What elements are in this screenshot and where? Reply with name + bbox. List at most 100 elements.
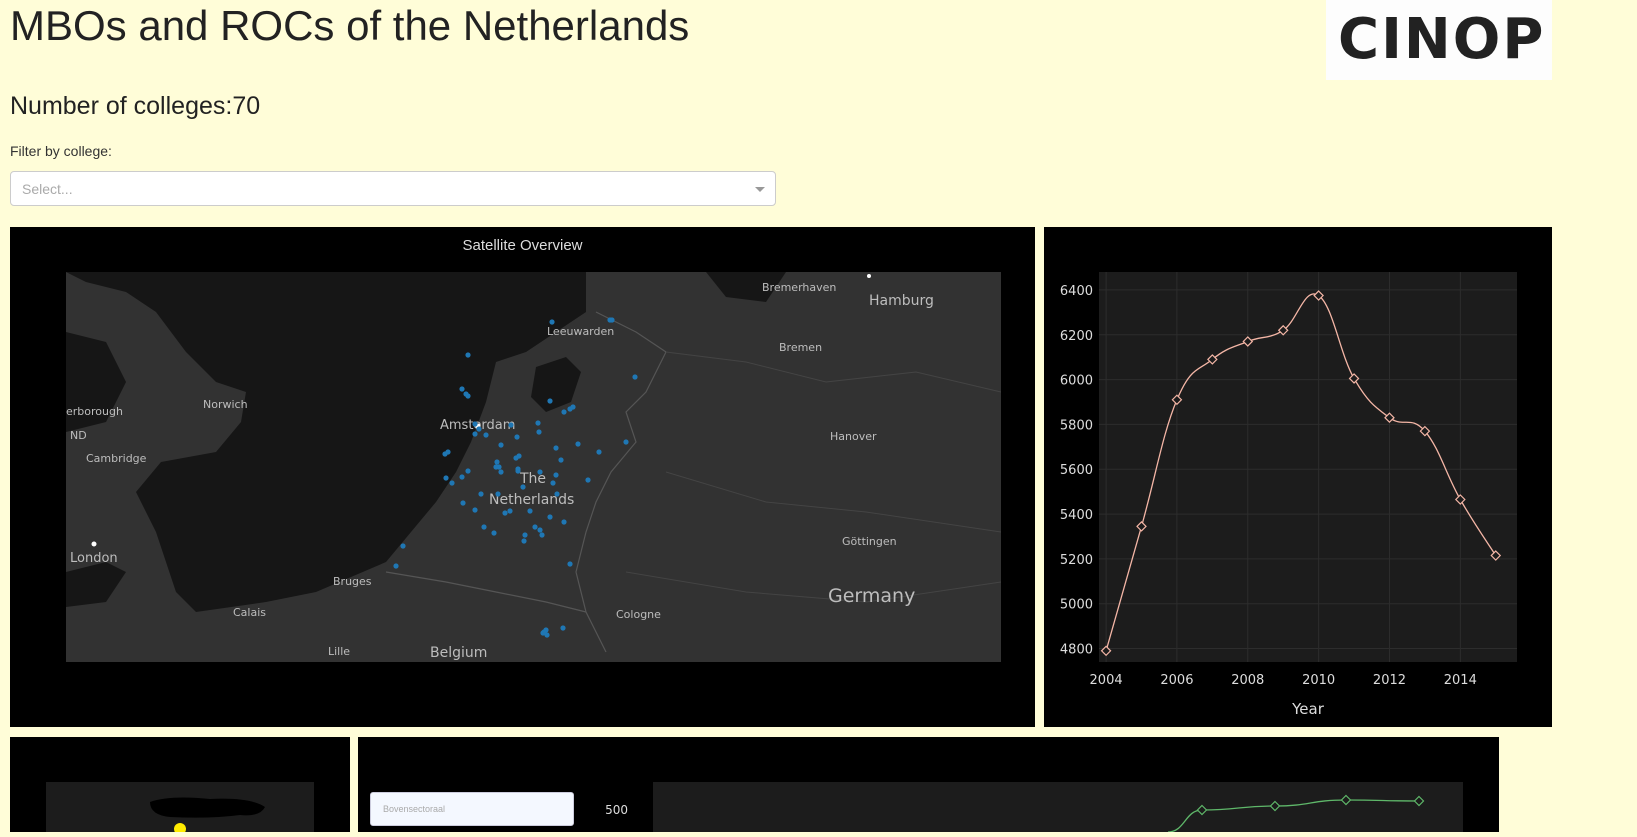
college-marker[interactable]	[472, 431, 478, 437]
college-marker[interactable]	[539, 532, 545, 538]
college-marker[interactable]	[596, 449, 602, 455]
college-marker[interactable]	[443, 475, 449, 481]
plot-background	[1099, 272, 1517, 662]
college-marker[interactable]	[535, 420, 541, 426]
college-marker[interactable]	[609, 317, 615, 323]
data-point[interactable]	[1196, 804, 1208, 816]
college-marker[interactable]	[491, 530, 497, 536]
data-point[interactable]	[1384, 412, 1395, 424]
college-marker[interactable]	[460, 500, 466, 506]
y-tick-label: 5600	[1060, 463, 1093, 478]
college-marker[interactable]	[558, 457, 564, 463]
college-marker[interactable]	[561, 519, 567, 525]
college-marker[interactable]	[494, 459, 500, 465]
enrollment-line-chart[interactable]: 4800 5000 5200 5400 5600 5800 6000 6200 6400 2004…	[1044, 227, 1552, 727]
data-point[interactable]	[1313, 290, 1324, 301]
data-point[interactable]	[1207, 354, 1218, 365]
college-marker[interactable]	[502, 510, 508, 516]
data-point[interactable]	[1348, 373, 1360, 384]
logo-text: CINOP	[1338, 7, 1545, 72]
college-marker[interactable]	[541, 629, 547, 635]
college-marker[interactable]	[632, 374, 638, 380]
college-marker[interactable]	[515, 468, 521, 474]
college-marker[interactable]	[507, 508, 513, 514]
data-point[interactable]	[1136, 521, 1147, 532]
sector-line-chart[interactable]: 500	[358, 737, 1499, 833]
data-point[interactable]	[1490, 550, 1502, 561]
college-marker[interactable]	[561, 409, 567, 415]
bottom-left-chart-panel	[10, 737, 350, 835]
college-marker[interactable]	[478, 491, 484, 497]
data-point[interactable]	[1100, 645, 1112, 657]
college-marker[interactable]	[585, 477, 591, 483]
college-marker[interactable]	[570, 404, 576, 410]
data-point[interactable]	[1454, 494, 1466, 505]
college-marker[interactable]	[536, 429, 542, 435]
y-tick-label: 5400	[1060, 508, 1093, 523]
data-point[interactable]	[1269, 800, 1281, 812]
college-marker[interactable]	[532, 524, 538, 530]
college-marker[interactable]	[449, 480, 455, 486]
college-filter-placeholder: Select...	[22, 181, 73, 197]
college-marker[interactable]	[498, 469, 504, 475]
data-point[interactable]	[1340, 794, 1352, 806]
x-tick-label: 2012	[1373, 673, 1406, 688]
chevron-down-icon[interactable]	[755, 187, 765, 192]
college-marker[interactable]	[550, 480, 556, 486]
college-marker[interactable]	[496, 464, 502, 470]
college-marker[interactable]	[553, 472, 559, 478]
college-marker[interactable]	[472, 421, 478, 427]
data-point[interactable]	[1413, 795, 1425, 807]
college-marker[interactable]	[521, 538, 527, 544]
college-marker[interactable]	[549, 319, 555, 325]
cinop-logo-graphic: CINOP	[1338, 7, 1545, 72]
sector-dropdown[interactable]: Bovensectoraal	[370, 792, 574, 826]
college-marker[interactable]	[520, 484, 526, 490]
college-marker[interactable]	[472, 507, 478, 513]
map-place-label: London	[70, 551, 118, 566]
college-marker[interactable]	[527, 508, 533, 514]
college-marker[interactable]	[459, 386, 465, 392]
college-marker[interactable]	[495, 491, 501, 497]
college-marker[interactable]	[522, 532, 528, 538]
college-marker[interactable]	[483, 432, 489, 438]
college-marker[interactable]	[445, 449, 451, 455]
college-marker[interactable]	[465, 393, 471, 399]
college-marker[interactable]	[537, 527, 543, 533]
college-marker[interactable]	[513, 455, 519, 461]
data-point[interactable]	[1419, 425, 1431, 437]
college-marker[interactable]	[575, 441, 581, 447]
map-place-label: Bremen	[779, 341, 822, 354]
data-point[interactable]	[1242, 336, 1254, 347]
y-tick-label: 6000	[1060, 374, 1093, 389]
college-filter-dropdown[interactable]: Select...	[10, 171, 776, 206]
college-marker[interactable]	[554, 491, 560, 497]
college-marker[interactable]	[498, 442, 504, 448]
map-place-label: Calais	[233, 606, 266, 619]
college-marker[interactable]	[465, 352, 471, 358]
college-marker[interactable]	[547, 514, 553, 520]
college-marker[interactable]	[400, 543, 406, 549]
map-place-label: Hanover	[830, 430, 877, 443]
college-marker[interactable]	[393, 563, 399, 569]
college-marker[interactable]	[459, 474, 465, 480]
college-marker[interactable]	[547, 398, 553, 404]
college-marker[interactable]	[514, 434, 520, 440]
y-tick-label: 5000	[1060, 598, 1093, 613]
map-markers[interactable]	[393, 317, 638, 638]
bottom-left-chart[interactable]	[10, 737, 350, 835]
college-marker[interactable]	[560, 625, 566, 631]
college-marker[interactable]	[553, 445, 559, 451]
college-marker[interactable]	[476, 426, 482, 432]
college-marker[interactable]	[465, 468, 471, 474]
map-place-label: Hamburg	[869, 293, 934, 309]
college-marker[interactable]	[537, 469, 543, 475]
map-title: Satellite Overview	[462, 237, 583, 254]
satellite-map[interactable]: Bremerhaven Hamburg Leeuwarden Bremen Norwic…	[66, 272, 1001, 662]
data-point[interactable]	[1277, 324, 1289, 336]
college-marker[interactable]	[508, 422, 514, 428]
college-marker[interactable]	[567, 561, 573, 567]
data-point[interactable]	[1171, 394, 1183, 406]
college-marker[interactable]	[623, 439, 629, 445]
college-marker[interactable]	[481, 524, 487, 530]
